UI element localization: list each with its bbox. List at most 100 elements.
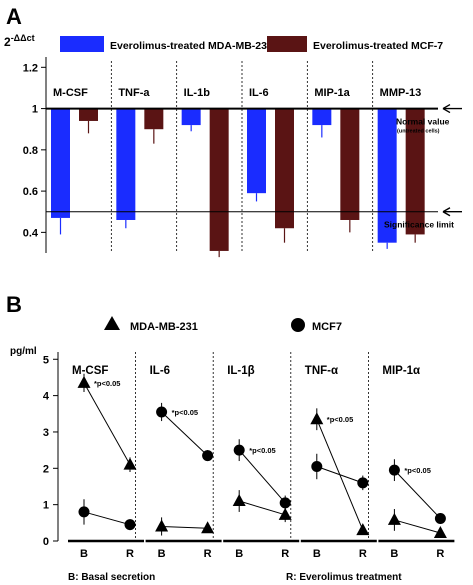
panel-a-normal-label: Normal value <box>396 117 450 127</box>
panel-b-plot: 0 1 2 3 4 5 M-CSF B R *p<0.05 IL-6 B R *p<0.05 IL-1β B R… <box>43 352 455 560</box>
panel-b-series-line <box>238 449 286 504</box>
panel-a-legend: Everolimus-treated MDA-MB-231 Everolimus… <box>60 36 443 52</box>
panel-b-circle-point <box>156 406 168 418</box>
panel-b-ytick-label: 4 <box>43 391 50 403</box>
panel-a-ylabel-exp: -ΔΔct <box>11 33 35 43</box>
panel-b-triangle-point <box>387 512 401 525</box>
panel-b-series-line <box>394 519 441 534</box>
panel-a-plot: 0.4 0.6 0.8 1 1.2 M-CSF TNF-a IL-1b IL-6 MIP-1a MM… <box>23 57 462 258</box>
panel-a-ytick-label: 1.2 <box>23 62 38 74</box>
panel-b-triangle-point <box>77 375 91 388</box>
panel-a-ylabel: 2-ΔΔct <box>4 33 35 49</box>
panel-b-xtick-label: R <box>281 548 289 560</box>
panel-a-bar <box>209 108 229 251</box>
panel-b-ytick-label: 2 <box>43 463 49 475</box>
panel-a-ylabel-base: 2 <box>4 35 11 49</box>
panel-b-letter: B <box>6 292 22 317</box>
panel-a-category-label: MMP-13 <box>380 87 422 99</box>
panel-b-series-line <box>83 382 131 465</box>
panel-b-significance-annotation: *p<0.05 <box>404 466 430 475</box>
panel-b-circle-point <box>124 519 136 531</box>
legend-b-mda-marker <box>104 316 120 330</box>
footnote-basal: B: Basal secretion <box>68 572 155 583</box>
panel-b-xtick-label: B <box>235 548 243 560</box>
panel-b-xtick-label: B <box>80 548 88 560</box>
panel-b-series-line <box>394 469 441 519</box>
panel-a-category-label: M-CSF <box>53 87 88 99</box>
panel-a-normal-sublabel: (untreated cells) <box>397 129 440 135</box>
panel-b-circle-point <box>434 512 446 524</box>
panel-b-triangle-point <box>356 523 370 536</box>
panel-a-significance-label: Significance limit <box>384 220 454 230</box>
panel-b-group-label: MIP-1α <box>382 365 420 377</box>
panel-b-triangle-point <box>278 507 292 520</box>
panel-b-triangle-point <box>232 494 246 507</box>
panel-a-bar <box>312 108 332 126</box>
panel-a-category-label: IL-6 <box>249 87 269 99</box>
panel-b-ytick-label: 1 <box>43 500 49 512</box>
legend-a-mcf-swatch <box>267 36 307 52</box>
panel-b-group-label: TNF-α <box>305 365 338 377</box>
panel-b-series-line <box>83 511 131 526</box>
panel-a-bar <box>116 108 136 220</box>
panel-b-group-label: IL-6 <box>150 365 170 377</box>
panel-b-series-line <box>161 411 208 456</box>
panel-a-bar <box>144 108 164 130</box>
panel-b-triangle-point <box>433 526 447 539</box>
panel-a-category-label: MIP-1a <box>314 87 350 99</box>
panel-a-ytick-label: 1 <box>32 104 38 116</box>
panel-b-ytick-label: 0 <box>43 536 49 548</box>
panel-b-xtick-label: B <box>390 548 398 560</box>
panel-a-ytick-label: 0.6 <box>23 186 38 198</box>
panel-a-reference-arrowhead <box>442 207 451 217</box>
footnote-everolimus: R: Everolimus treatment <box>286 572 402 583</box>
panel-b-circle-point <box>311 460 323 472</box>
panel-b-circle-point <box>78 506 90 518</box>
panel-a-bar <box>405 108 425 235</box>
panel-b-series-line <box>316 466 363 484</box>
panel-a-reference-arrowhead <box>442 103 451 114</box>
panel-b-xtick-label: R <box>359 548 367 560</box>
panel-b-triangle-point <box>201 521 215 534</box>
panel-b-circle-point <box>357 477 369 489</box>
panel-b-group-label: IL-1β <box>227 365 254 377</box>
legend-a-mcf-label: Everolimus-treated MCF-7 <box>313 40 443 52</box>
panel-b-significance-annotation: *p<0.05 <box>94 379 120 388</box>
panel-b-circle-point <box>233 444 245 456</box>
panel-b-circle-point <box>279 497 291 509</box>
legend-b-mcf-label: MCF7 <box>312 321 342 333</box>
panel-b-series-line <box>161 525 208 529</box>
panel-b-xtick-label: R <box>204 548 212 560</box>
panel-b-triangle-point <box>310 412 324 425</box>
panel-b-circle-point <box>388 464 400 476</box>
panel-a-category-label: IL-1b <box>184 87 211 99</box>
panel-b-ytick-label: 5 <box>43 354 49 366</box>
panel-b-legend: MDA-MB-231 MCF7 <box>104 316 342 333</box>
panel-a-bar <box>51 108 70 218</box>
panel-a-bar <box>181 108 201 126</box>
panel-a-bar <box>79 108 98 121</box>
panel-b-triangle-point <box>155 519 169 532</box>
panel-a-bar <box>247 108 266 194</box>
panel-b-xtick-label: B <box>313 548 321 560</box>
legend-a-mda-swatch <box>60 36 104 52</box>
panel-b-group-label: M-CSF <box>72 365 108 377</box>
panel-b-significance-annotation: *p<0.05 <box>327 415 353 424</box>
panel-a-bar <box>377 108 397 243</box>
panel-b-significance-annotation: *p<0.05 <box>249 446 275 455</box>
panel-a-category-label: TNF-a <box>118 87 150 99</box>
panel-b-ylabel: pg/ml <box>10 346 37 357</box>
panel-a-bar <box>340 108 360 220</box>
panel-b-xtick-label: R <box>436 548 444 560</box>
panel-b-xtick-label: R <box>126 548 134 560</box>
panel-b-triangle-point <box>123 457 137 470</box>
panel-b-significance-annotation: *p<0.05 <box>172 408 198 417</box>
legend-a-mda-label: Everolimus-treated MDA-MB-231 <box>110 40 273 52</box>
panel-b-series-line <box>239 500 286 516</box>
panel-b-circle-point <box>202 450 214 462</box>
panel-b-xtick-label: B <box>158 548 166 560</box>
panel-a-letter: A <box>6 4 22 29</box>
panel-a-ytick-label: 0.4 <box>23 227 39 239</box>
legend-b-mcf-marker <box>291 318 305 332</box>
